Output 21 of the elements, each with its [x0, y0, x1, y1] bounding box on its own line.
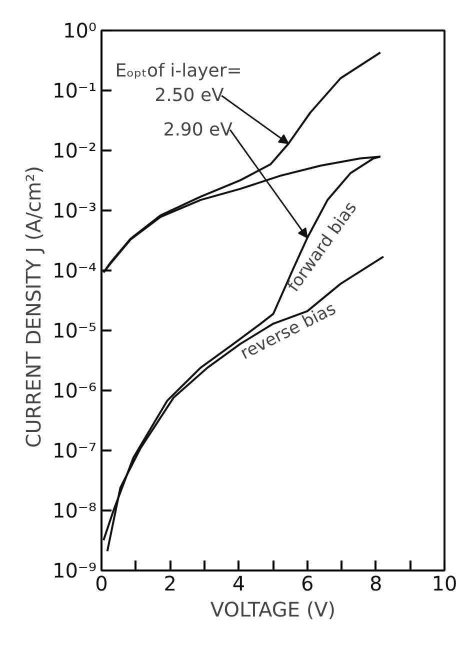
annotation: Eₒₚₜof i-layer=: [115, 60, 242, 82]
y-tick-label: 10⁻⁹: [52, 558, 97, 582]
x-tick-label: 8: [370, 572, 382, 596]
x-tick-label: 0: [95, 572, 108, 596]
x-tick-label: 10: [432, 572, 458, 596]
x-tick-label: 6: [300, 572, 314, 596]
y-tick-label: 10⁻⁸: [52, 498, 97, 522]
x-tick-label: 2: [164, 572, 176, 596]
y-tick-label: 10⁻⁵: [52, 318, 97, 342]
y-tick-label: 10⁻²: [52, 138, 97, 162]
y-tick-label: 10⁰: [63, 18, 96, 42]
x-tick-label: 4: [232, 572, 246, 596]
y-tick-label: 10⁻⁴: [52, 258, 97, 282]
x-axis-title: VOLTAGE (V): [210, 598, 336, 622]
y-tick-label: 10⁻³: [52, 198, 97, 222]
y-axis-title: CURRENT DENSITY J (A/cm²): [21, 166, 46, 448]
y-tick-label: 10⁻⁷: [52, 438, 97, 462]
y-tick-label: 10⁻⁶: [52, 378, 97, 402]
y-tick-label: 10⁻¹: [52, 78, 97, 102]
annotation: 2.90 eV: [163, 119, 234, 140]
annotation: 2.50 eV: [154, 85, 225, 106]
